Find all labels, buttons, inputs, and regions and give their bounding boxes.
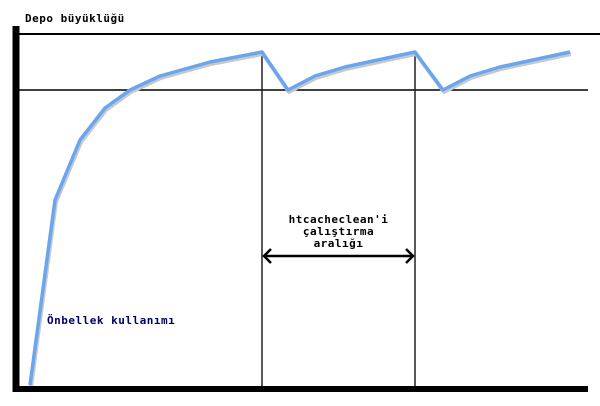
interval-arrow [262,248,415,264]
interval-label: htcacheclean'i çalıştırma aralığı [262,214,415,250]
interval-label-line-1: htcacheclean'i [288,213,389,226]
curve-label: Önbellek kullanımı [47,314,176,327]
cache-usage-curve [28,50,571,386]
interval-label-line-3: aralığı [313,237,364,250]
y-axis-title: Depo büyüklüğü [25,12,125,25]
interval-label-line-2: çalıştırma [302,225,375,238]
